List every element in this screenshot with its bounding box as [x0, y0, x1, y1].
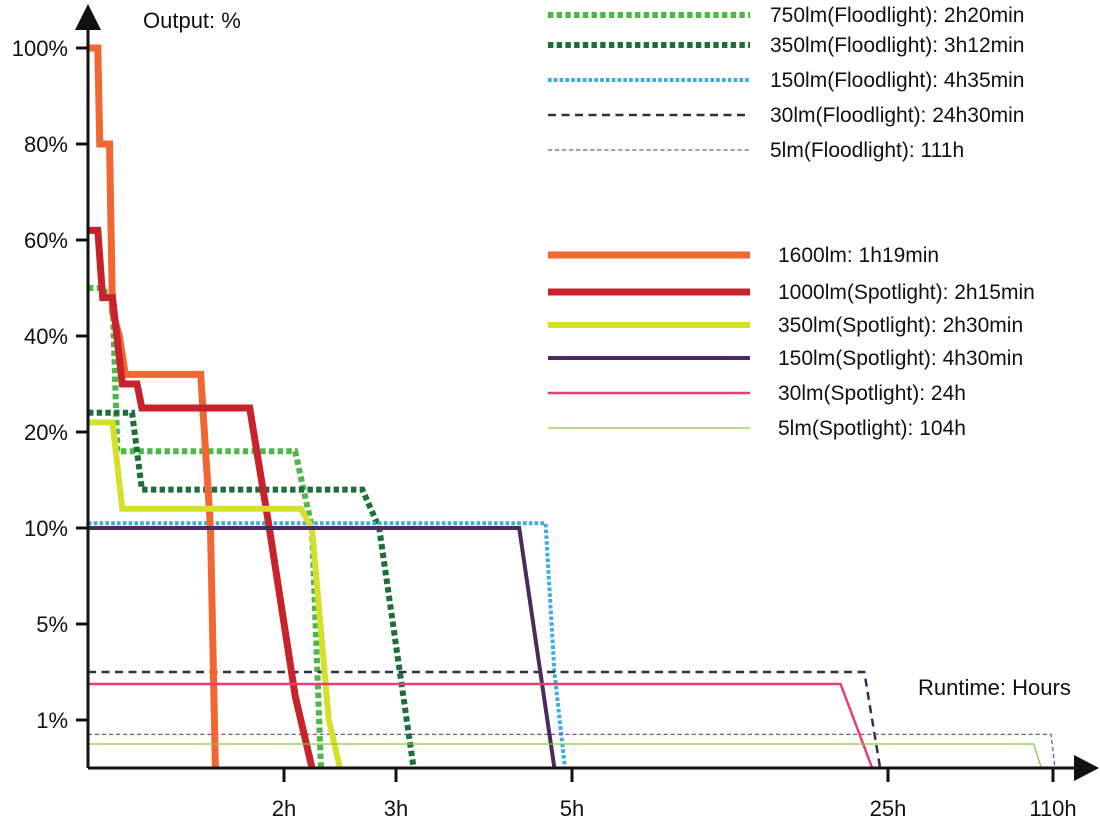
axes — [75, 4, 1099, 781]
x-tick-label-2: 5h — [560, 796, 584, 820]
series-line-8 — [88, 526, 557, 768]
y-tick-label-1: 5% — [36, 612, 68, 637]
x-tick-label-0: 2h — [272, 796, 296, 820]
series-line-6 — [88, 226, 316, 768]
x-tick-label-4: 110h — [1029, 796, 1076, 820]
legend-label-3: 30lm(Floodlight): 24h30min — [770, 104, 1024, 127]
x-axis-arrow — [1074, 755, 1099, 781]
y-tick-label-0: 1% — [36, 708, 68, 733]
tick-labels: 1% 5% 10% 20% 40% 60% 80% 100% 2h 3h 5h 25h 110h — [12, 36, 1077, 820]
series-line-7 — [88, 419, 343, 768]
series-line-2 — [88, 521, 567, 768]
series-line-10 — [88, 743, 1042, 768]
series-layer — [88, 44, 1056, 768]
y-tick-label-7: 100% — [12, 36, 68, 61]
y-axis-title: Output: % — [143, 8, 241, 33]
legend: 750lm(Floodlight): 2h20min 350lm(Floodlig… — [548, 4, 1035, 440]
y-tick-label-4: 40% — [24, 324, 68, 349]
series-line-9 — [88, 682, 874, 768]
legend-label-1: 350lm(Floodlight): 3h12min — [770, 34, 1024, 57]
legend-label-10: 5lm(Spotlight): 104h — [778, 417, 966, 440]
y-tick-label-2: 10% — [24, 516, 68, 541]
legend-label-7: 350lm(Spotlight): 2h30min — [778, 314, 1023, 337]
legend-label-0: 750lm(Floodlight): 2h20min — [770, 4, 1024, 27]
series-line-1 — [88, 409, 417, 768]
series-line-4 — [88, 733, 1056, 768]
legend-label-5: 1600lm: 1h19min — [778, 244, 939, 267]
legend-label-8: 150lm(Spotlight): 4h30min — [778, 347, 1023, 370]
legend-label-9: 30lm(Spotlight): 24h — [778, 382, 966, 405]
x-axis-title: Runtime: Hours — [918, 675, 1071, 700]
y-tick-label-6: 80% — [24, 132, 68, 157]
x-tick-label-1: 3h — [384, 796, 408, 820]
legend-label-2: 150lm(Floodlight): 4h35min — [770, 69, 1024, 92]
y-tick-label-5: 60% — [24, 228, 68, 253]
legend-label-4: 5lm(Floodlight): 111h — [770, 139, 964, 162]
x-tick-label-3: 25h — [870, 796, 907, 820]
y-tick-label-3: 20% — [24, 420, 68, 445]
series-line-3 — [88, 670, 882, 768]
y-axis-arrow — [75, 4, 101, 30]
legend-label-6: 1000lm(Spotlight): 2h15min — [778, 281, 1035, 304]
